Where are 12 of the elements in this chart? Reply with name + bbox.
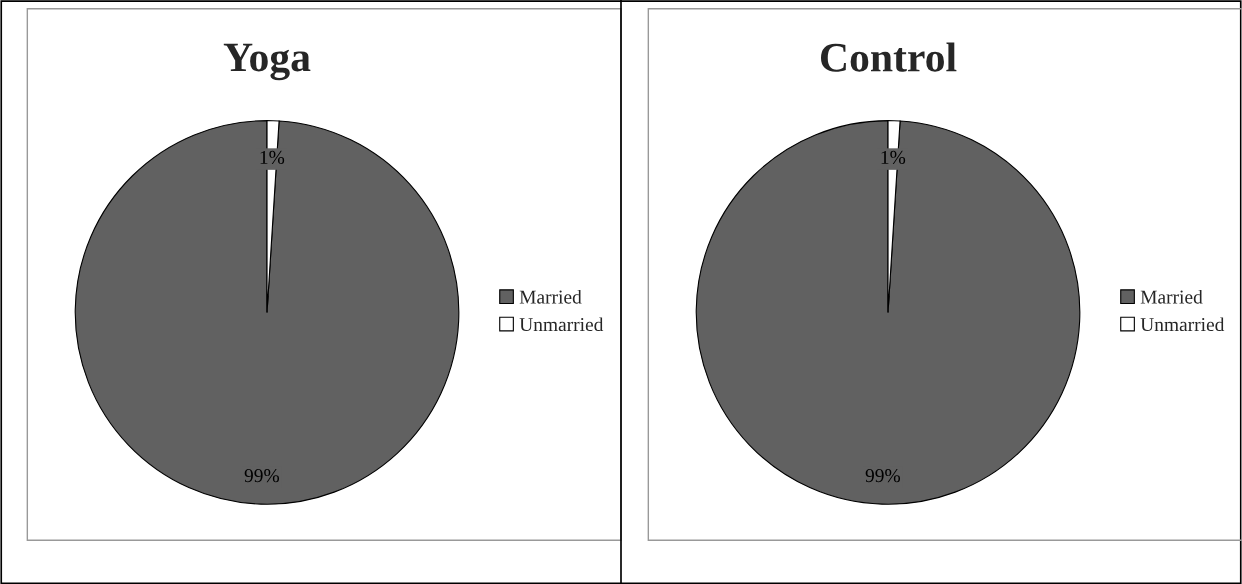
legend-label: Unmarried [519, 317, 604, 332]
data-label: 99% [244, 469, 280, 483]
chart-title: Control [821, 42, 957, 72]
data-label: 1% [881, 150, 906, 164]
legend-label: Married [1140, 289, 1203, 304]
legend-label: Married [519, 289, 582, 304]
pie-slice [695, 120, 1081, 505]
legend-label: Unmarried [1140, 317, 1225, 332]
data-label: 99% [865, 469, 901, 483]
data-label: 1% [260, 150, 285, 164]
pie-slice [74, 120, 460, 505]
chart-title: Yoga [223, 43, 311, 81]
